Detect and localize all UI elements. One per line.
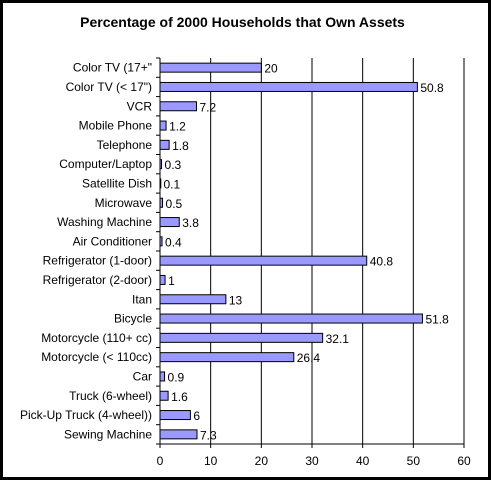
bar [159,390,169,401]
bar [159,139,170,150]
x-tick-label: 50 [407,454,421,468]
category-label: Air Conditioner [73,234,152,248]
x-tick-labels: 0 10 20 30 40 50 60 [157,454,471,468]
category-label: Itan [132,292,152,306]
data-label: 1.6 [171,390,188,404]
data-label: 3.8 [182,216,199,230]
category-label: Telephone [97,138,153,152]
category-label: Pick-Up Truck (4-wheel)) [20,408,152,422]
data-label: 0.5 [166,197,183,211]
category-label: Sewing Machine [64,427,152,441]
category-label: Satellite Dish [82,176,152,190]
bar [159,429,198,440]
bar [159,255,368,266]
bar [159,294,227,305]
bar [159,313,423,324]
data-label: 1.8 [172,139,189,153]
axes [156,57,465,448]
x-tick-label: 60 [457,454,471,468]
data-label: 20 [264,62,278,76]
gridlines [210,58,465,444]
data-label: 0.9 [168,370,185,384]
category-label: Motorcycle (< 110cc) [41,350,152,364]
x-tick-label: 0 [157,454,164,468]
data-label: 26.4 [297,351,321,365]
data-label: 0.1 [164,177,181,191]
category-label: Refrigerator (1-door) [43,254,152,268]
data-label: 50.8 [420,81,444,95]
bar [159,217,180,228]
category-label: Microwave [95,196,153,210]
category-labels: Color TV (17+" Color TV (< 17") VCR Mobile … [20,61,152,442]
data-label: 1 [168,274,175,288]
data-label: 6 [193,409,200,423]
category-label: Washing Machine [57,215,152,229]
bar [159,371,166,382]
bar [159,274,166,285]
value-labels: 20 50.8 7.2 1.2 1.8 0.3 0.1 0.5 3.80.4 40.8 1 13 51.… [164,62,450,443]
data-label: 40.8 [370,255,394,269]
x-tick-label: 20 [255,454,269,468]
bar [159,352,295,363]
category-label: VCR [127,99,153,113]
data-label: 7.2 [199,100,216,114]
x-tick-label: 10 [204,454,218,468]
data-label: 32.1 [326,332,350,346]
category-label: Bicycle [114,312,152,326]
data-label: 7.3 [200,428,217,442]
category-label: Truck (6-wheel) [69,389,152,403]
x-tick-label: 30 [305,454,319,468]
bar [159,62,262,73]
data-label: 0.3 [165,158,182,172]
category-label: Motorcycle (110+ cc) [41,331,152,345]
bar [159,120,167,131]
data-label: 51.8 [425,313,449,327]
bar [159,332,324,343]
chart-title: Percentage of 2000 Households that Own A… [80,14,405,30]
x-tick-label: 40 [356,454,370,468]
category-label: Color TV (< 17") [66,80,152,94]
bar [159,410,191,421]
bar [159,101,197,112]
category-label: Car [133,369,152,383]
category-label: Color TV (17+" [73,61,152,75]
category-label: Computer/Laptop [59,157,152,171]
data-label: 1.2 [169,120,186,134]
bars [159,62,423,440]
bar [159,81,418,92]
category-label: Refrigerator (2-door) [43,273,152,287]
data-label: 13 [229,293,243,307]
data-label: 0.4 [165,235,182,249]
category-label: Mobile Phone [79,119,153,133]
